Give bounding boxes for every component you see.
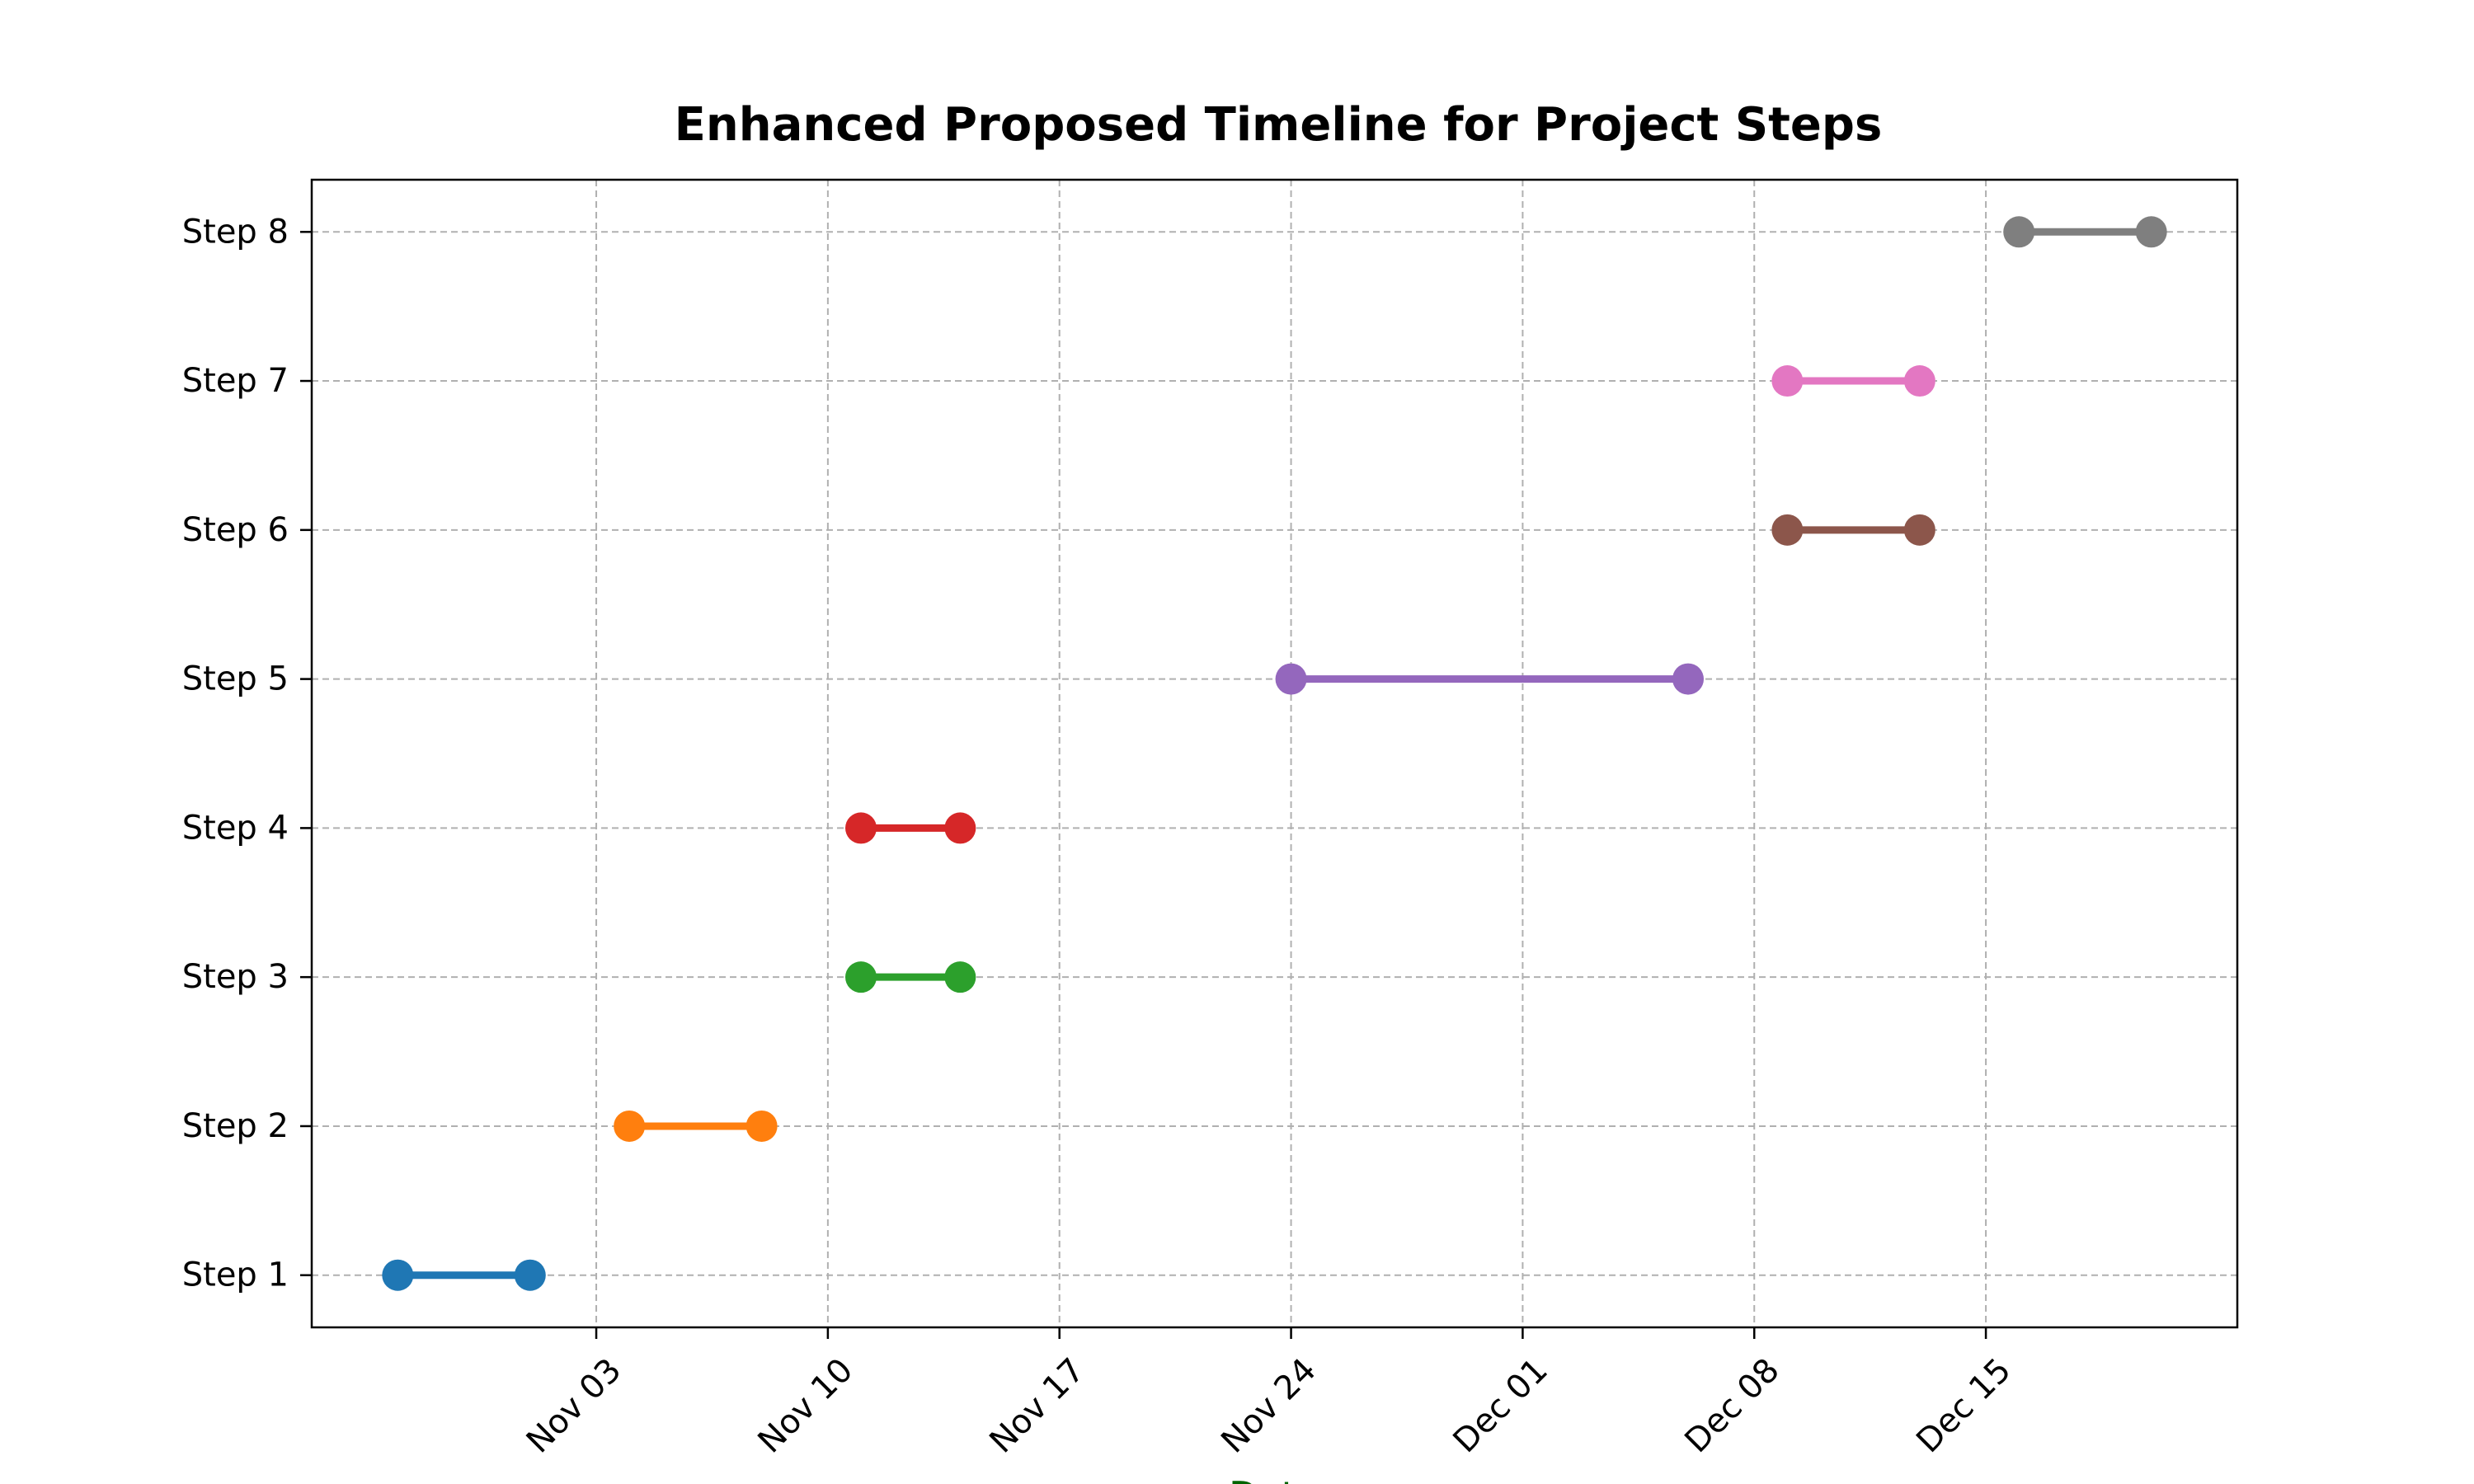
- y-tick-label: Step 6: [182, 511, 289, 549]
- step-start-marker: [844, 812, 877, 844]
- step-end-marker: [1903, 365, 1935, 397]
- step-end-marker: [1903, 514, 1935, 546]
- y-tick-label: Step 3: [182, 958, 289, 996]
- step-start-marker: [382, 1259, 414, 1291]
- step-end-marker: [745, 1110, 778, 1142]
- y-tick-label: Step 8: [182, 213, 289, 251]
- step-start-marker: [844, 961, 877, 993]
- step-start-marker: [1771, 514, 1804, 546]
- chart-title: Enhanced Proposed Timeline for Project S…: [675, 98, 1883, 152]
- x-axis-label: Date: [1229, 1473, 1319, 1484]
- step-start-marker: [1771, 365, 1804, 397]
- plot-frame: [310, 178, 2239, 1329]
- series-layer: [382, 216, 2167, 1291]
- step-end-marker: [944, 961, 976, 993]
- step-end-marker: [514, 1259, 546, 1291]
- y-tick-label: Step 1: [182, 1256, 289, 1294]
- step-start-marker: [1275, 663, 1307, 695]
- step-end-marker: [944, 812, 976, 844]
- y-tick-label: Step 5: [182, 660, 289, 698]
- y-tick-label: Step 4: [182, 809, 289, 847]
- grid: [312, 180, 2237, 1327]
- y-tick-label: Step 2: [182, 1107, 289, 1145]
- step-end-marker: [2135, 216, 2167, 248]
- y-tick-label: Step 7: [182, 362, 289, 400]
- step-start-marker: [2003, 216, 2035, 248]
- step-start-marker: [614, 1110, 646, 1142]
- step-end-marker: [1672, 663, 1705, 695]
